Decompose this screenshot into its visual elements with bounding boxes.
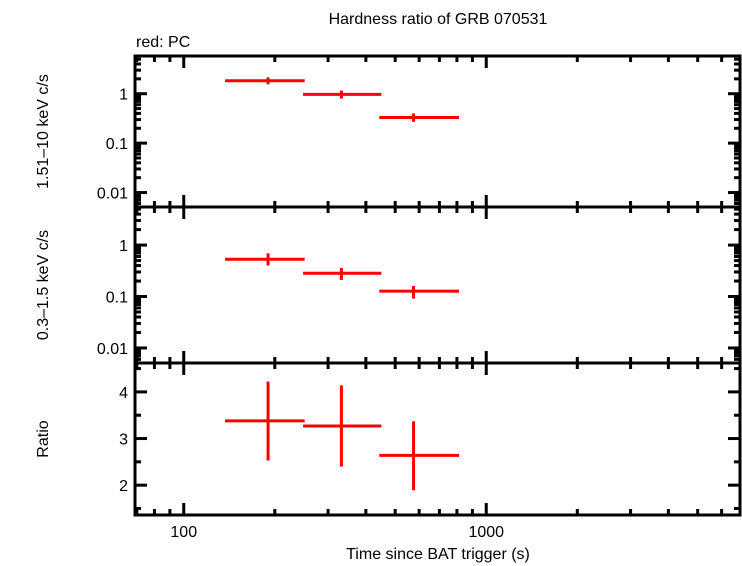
data-point: [303, 90, 382, 99]
panel-2: 1 0.1 0.01 0.3–1.5 keV c/s: [35, 205, 742, 365]
data-point: [379, 421, 460, 491]
y-tick-label: 0.1: [106, 290, 128, 307]
y-tick-label: 1: [119, 87, 128, 104]
data-point: [303, 385, 382, 467]
y-axis-label: 0.3–1.5 keV c/s: [35, 230, 52, 340]
data-point: [379, 286, 460, 299]
x-tick-label: 100: [170, 524, 197, 541]
panel-1: 1 0.1 0.01 1.51–10 keV c/s: [35, 54, 742, 209]
data-point: [225, 253, 305, 266]
y-axis-label: Ratio: [35, 420, 52, 457]
panel-frame: [133, 54, 742, 209]
y-tick-label: 3: [119, 432, 128, 449]
x-tick-label: 1000: [468, 524, 504, 541]
panel-3: 4 3 2 Ratio: [35, 361, 742, 517]
x-axis-label: Time since BAT trigger (s): [346, 546, 530, 563]
data-point: [379, 113, 460, 122]
chart-title: Hardness ratio of GRB 070531: [329, 11, 548, 28]
data-point: [225, 381, 305, 461]
y-tick-label: 2: [119, 478, 128, 495]
y-tick-label: 0.01: [97, 341, 128, 358]
y-tick-label: 0.01: [97, 186, 128, 203]
y-tick-label: 0.1: [106, 136, 128, 153]
panel-frame: [133, 205, 742, 365]
y-tick-label: 1: [119, 238, 128, 255]
y-tick-label: 4: [119, 385, 128, 402]
panel-frame: [133, 361, 742, 517]
legend-note: red: PC: [136, 34, 190, 51]
y-axis-label: 1.51–10 keV c/s: [35, 74, 52, 189]
data-point: [303, 267, 382, 280]
data-point: [225, 77, 305, 85]
